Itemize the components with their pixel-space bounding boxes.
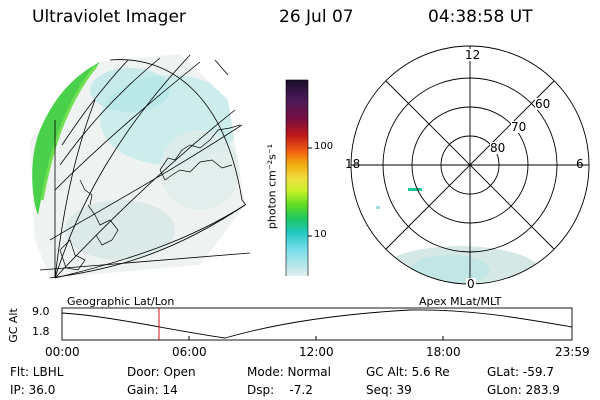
glon-readout: GLon: 283.9	[487, 383, 560, 397]
door-readout: Door: Open	[127, 365, 196, 379]
observation-date: 26 Jul 07	[279, 7, 354, 27]
geographic-lat-lon-label: Geographic Lat/Lon	[67, 295, 175, 308]
timeline-ytick-min: 1.8	[32, 325, 50, 338]
apex-mlat-mlt-label: Apex MLat/MLT	[419, 295, 502, 308]
page-title: Ultraviolet Imager	[32, 7, 186, 27]
timeline-ylabel: GC Alt	[6, 308, 20, 343]
polar-label-18: 18	[345, 157, 361, 171]
polar-ring-60: 60	[535, 97, 551, 111]
ip-readout: IP: 36.0	[10, 383, 56, 397]
timeline-xtick-1: 06:00	[172, 345, 207, 359]
mode-readout: Mode: Normal	[247, 365, 331, 379]
polar-ring-70: 70	[511, 120, 527, 134]
gc-alt-readout: GC Alt: 5.6 Re	[366, 365, 450, 379]
colorbar-tick-10: 10	[314, 229, 327, 240]
glat-readout: GLat: -59.7	[487, 365, 554, 379]
colorbar-tick-100: 100	[314, 141, 334, 152]
polar-mlat-mlt-plot	[350, 45, 590, 285]
intensity-colorbar	[285, 79, 312, 276]
gain-readout: Gain: 14	[127, 383, 178, 397]
timeline-xtick-3: 18:00	[426, 345, 461, 359]
timeline-xtick-0: 00:00	[45, 345, 80, 359]
geographic-map-image	[30, 54, 251, 279]
seq-readout: Seq: 39	[366, 383, 412, 397]
timeline-ytick-max: 9.0	[32, 305, 50, 318]
filter-readout: Flt: LBHL	[10, 365, 64, 379]
polar-label-12: 12	[464, 48, 482, 62]
gc-altitude-timeline	[61, 307, 573, 341]
polar-label-0: 0	[466, 277, 476, 291]
timeline-xtick-2: 12:00	[299, 345, 334, 359]
observation-time: 04:38:58 UT	[428, 7, 533, 27]
colorbar-label: photon cm⁻²s⁻¹	[265, 143, 279, 230]
polar-ring-80: 80	[490, 141, 506, 155]
timeline-xtick-4: 23:59	[555, 345, 590, 359]
dsp-readout: Dsp: -7.2	[247, 383, 313, 397]
polar-label-6: 6	[576, 157, 584, 171]
